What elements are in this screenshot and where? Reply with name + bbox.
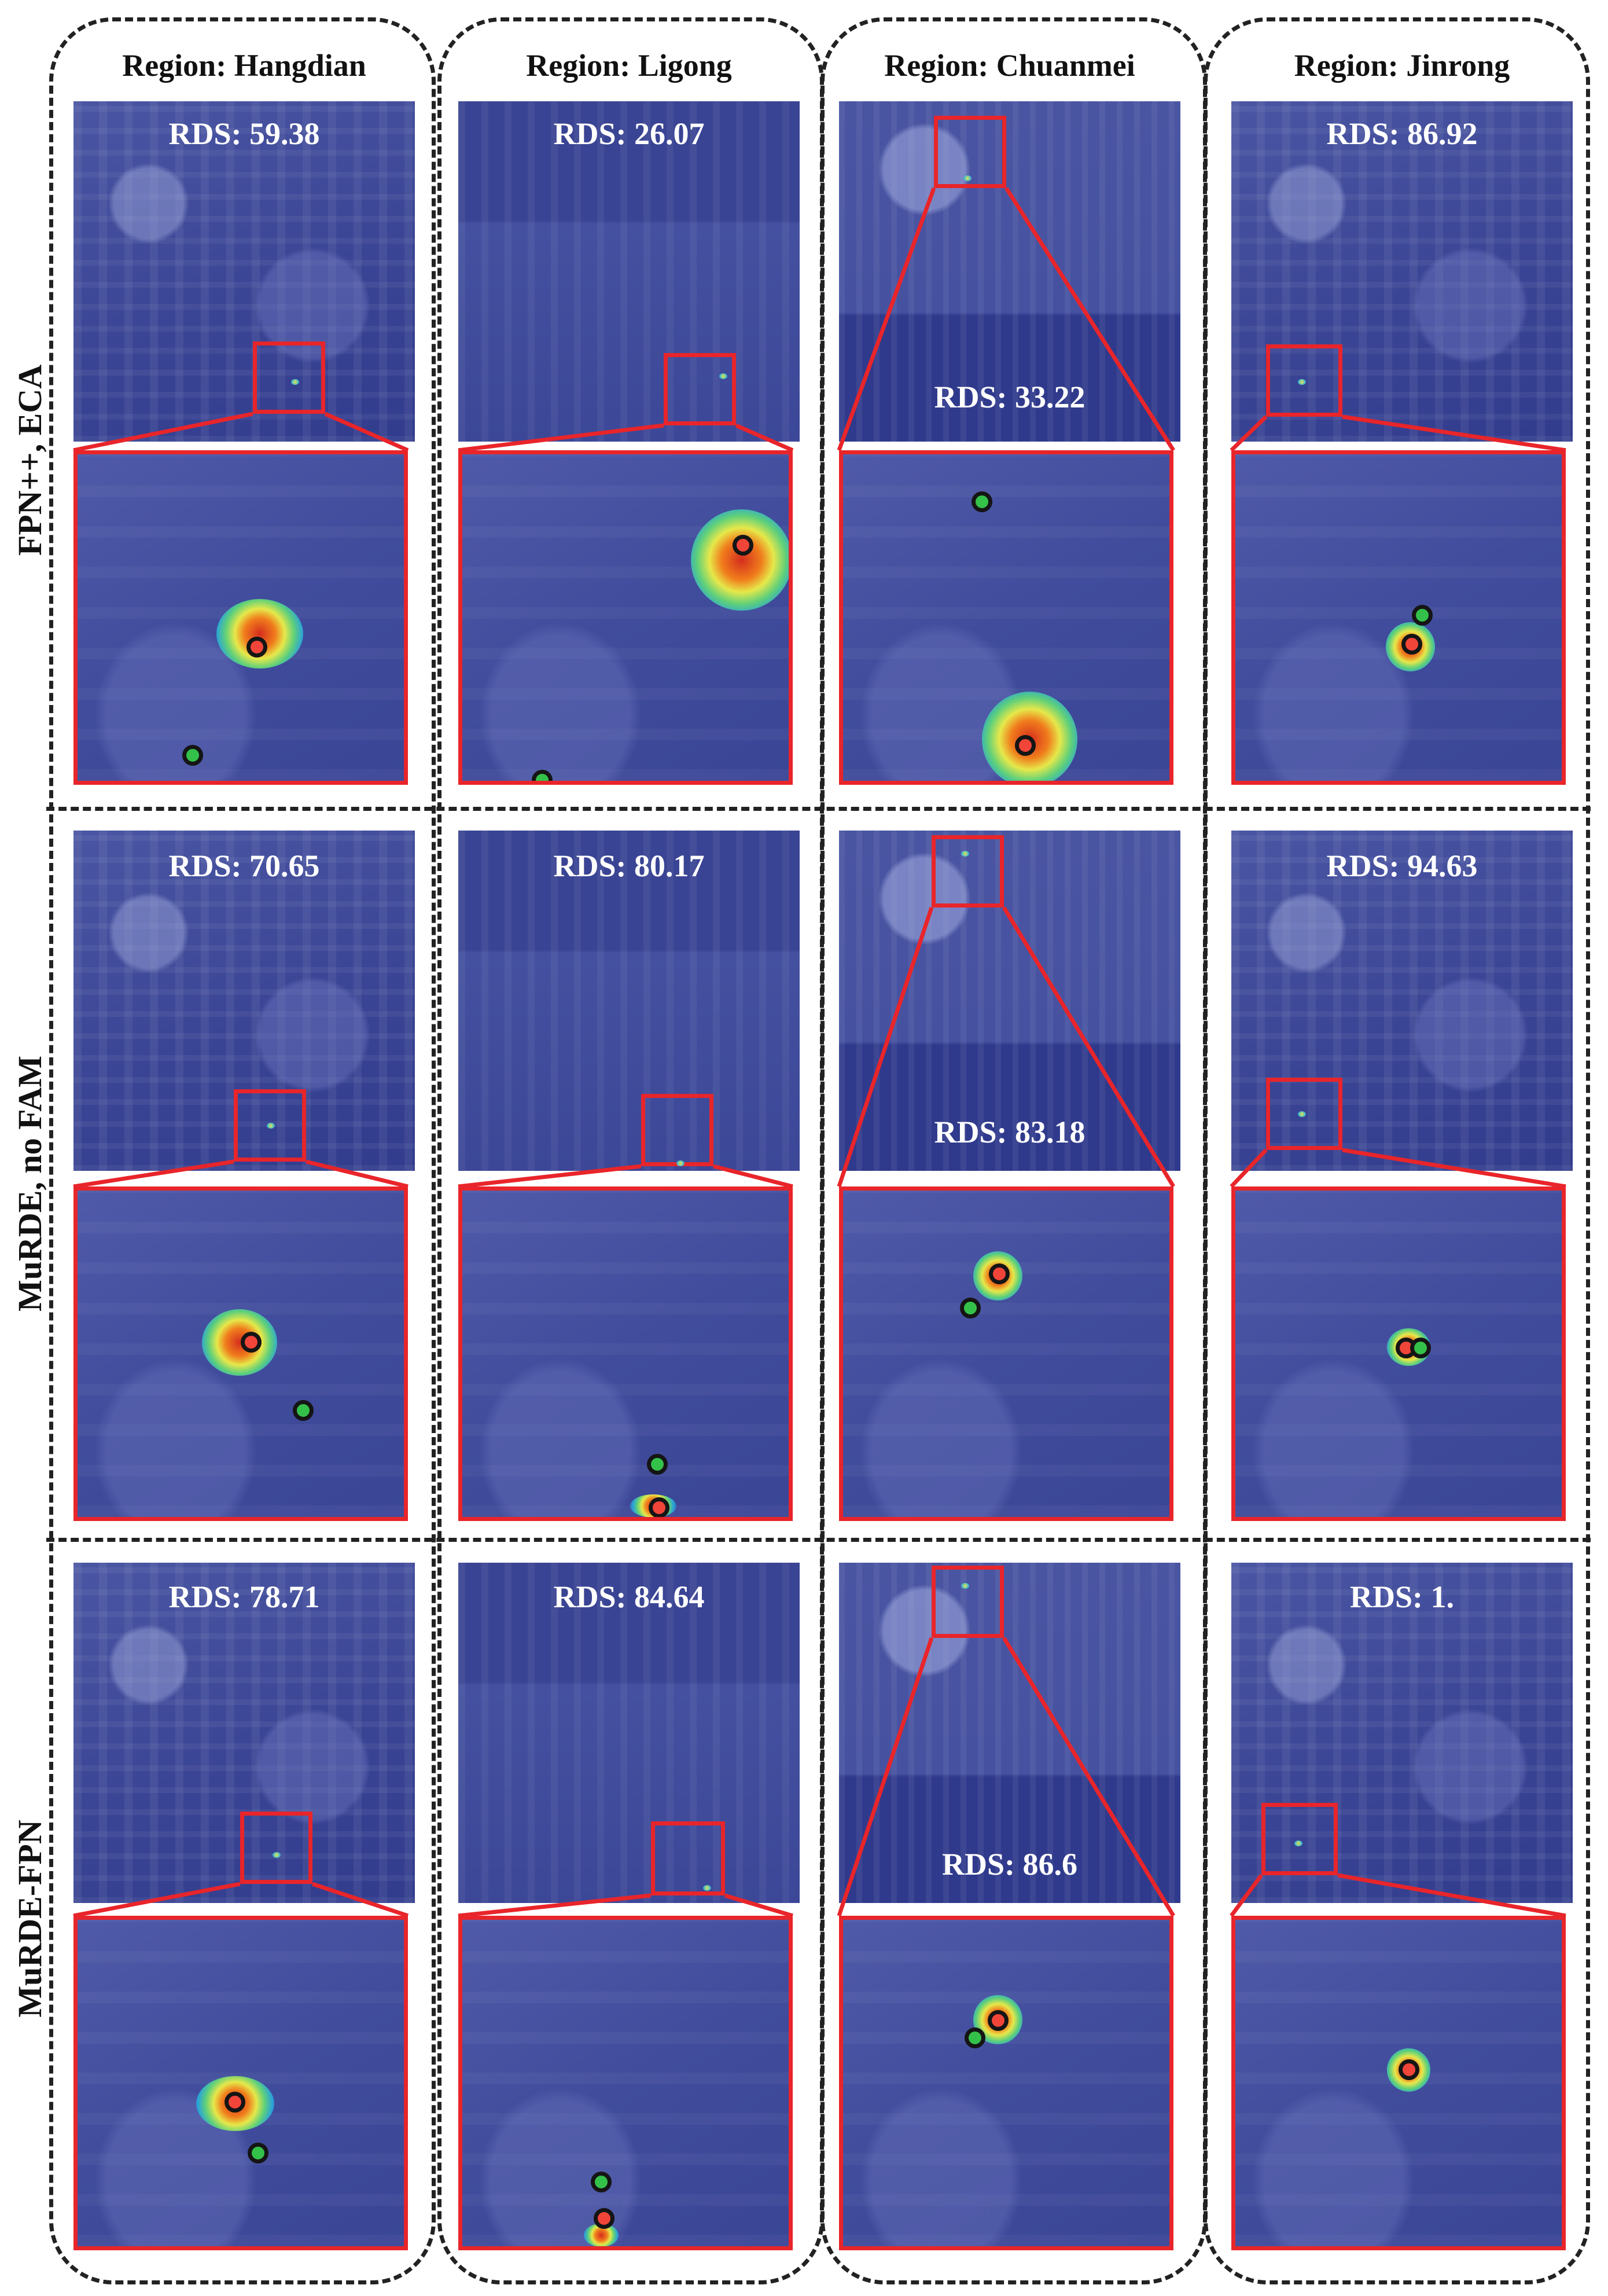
ground-truth-point [1410,1338,1431,1358]
zoom-box-ligong-row1 [664,353,736,425]
zoom-box-hangdian-row1 [253,341,325,414]
row-separator-2 [46,1538,1591,1542]
row-label-murde-fpn: MuRDE-FPN [11,1820,49,2018]
heatmap-mini-hangdian-row2 [267,1123,275,1129]
prediction-point [649,1497,669,1517]
zoom-box-jinrong-row3 [1261,1803,1338,1875]
rds-score-hangdian-row1: RDS: 59.38 [168,116,320,151]
zoom-box-hangdian-row3 [240,1812,312,1884]
overview-image-ligong-row3 [458,1563,800,1903]
rds-score-hangdian-row2: RDS: 70.65 [168,848,320,883]
column-frame-jinrong [1204,17,1590,2284]
ground-truth-point [248,2143,268,2163]
column-title-ligong: Region: Ligong [526,48,732,83]
overview-image-jinrong-row1 [1231,101,1573,442]
zoom-box-hangdian-row2 [234,1089,306,1162]
overview-image-hangdian-row1 [73,101,415,442]
zoom-image-hangdian-row1 [73,450,408,785]
heatmap-mini-ligong-row3 [703,1885,711,1891]
zoom-image-jinrong-row2 [1231,1186,1566,1521]
prediction-point [1399,2059,1419,2080]
overview-image-hangdian-row2 [73,831,415,1171]
prediction-point [1015,735,1036,756]
heatmap-mini-hangdian-row3 [273,1852,281,1858]
rds-score-chuanmei-row1: RDS: 33.22 [934,380,1086,414]
zoom-box-chuanmei-row1 [934,116,1006,188]
zoom-image-ligong-row1 [458,450,793,785]
overview-image-ligong-row2 [458,831,800,1171]
prediction-point [594,2208,615,2229]
heatmap-mini-jinrong-row2 [1298,1111,1306,1117]
heatmap-mini-ligong-row2 [676,1160,685,1166]
heatmap-mini-jinrong-row1 [1298,379,1306,385]
rds-score-hangdian-row3: RDS: 78.71 [168,1579,320,1614]
rds-score-jinrong-row3: RDS: 1. [1349,1579,1454,1614]
zoom-image-hangdian-row2 [73,1186,408,1521]
zoom-image-hangdian-row3 [73,1916,408,2250]
row-label-fpn-eca: FPN++, ECA [11,364,49,556]
zoom-image-jinrong-row1 [1231,450,1566,785]
ground-truth-point [591,2172,612,2192]
overview-image-ligong-row1 [458,101,800,442]
zoom-image-chuanmei-row1 [839,450,1173,785]
rds-score-jinrong-row1: RDS: 86.92 [1326,116,1478,151]
ground-truth-point [647,1454,668,1475]
rds-score-chuanmei-row3: RDS: 86.6 [941,1847,1077,1882]
heatmap-mini-ligong-row1 [719,373,727,379]
column-title-jinrong: Region: Jinrong [1294,48,1510,83]
zoom-image-chuanmei-row3 [839,1916,1173,2250]
column-title-chuanmei: Region: Chuanmei [884,48,1135,83]
ground-truth-point [972,491,992,512]
heatmap-mini-chuanmei-row1 [963,175,972,181]
rds-score-ligong-row2: RDS: 80.17 [553,848,705,883]
row-separator-1 [46,807,1591,811]
ground-truth-point [1412,605,1433,626]
prediction-point [241,1332,262,1353]
rds-score-ligong-row3: RDS: 84.64 [553,1579,705,1614]
ground-truth-point [182,745,203,766]
heatmap-blob [216,599,303,668]
zoom-image-chuanmei-row2 [839,1186,1173,1521]
zoom-box-ligong-row2 [641,1094,713,1166]
heatmap-mini-chuanmei-row2 [961,851,969,857]
prediction-point [733,535,753,556]
overview-image-jinrong-row2 [1231,831,1573,1171]
ground-truth-point [532,770,553,781]
heatmap-blob [202,1309,277,1376]
rds-score-jinrong-row2: RDS: 94.63 [1326,848,1478,883]
zoom-image-ligong-row3 [458,1916,793,2250]
rds-score-ligong-row1: RDS: 26.07 [553,116,705,151]
heatmap-mini-chuanmei-row3 [961,1583,969,1589]
overview-image-jinrong-row3 [1231,1563,1573,1903]
prediction-point [246,637,267,657]
prediction-point [225,2092,245,2113]
row-label-murde-no-fam: MuRDE, no FAM [11,1056,49,1312]
column-title-hangdian: Region: Hangdian [122,48,366,83]
heatmap-mini-jinrong-row3 [1294,1841,1302,1846]
zoom-box-ligong-row3 [651,1821,725,1895]
ground-truth-point [960,1298,981,1318]
rds-score-chuanmei-row2: RDS: 83.18 [934,1115,1086,1149]
zoom-box-chuanmei-row2 [932,835,1004,908]
overview-image-hangdian-row3 [73,1563,415,1903]
prediction-point [989,1263,1010,1284]
zoom-box-jinrong-row2 [1266,1078,1342,1150]
ground-truth-point [965,2027,985,2048]
zoom-image-jinrong-row3 [1231,1916,1566,2250]
heatmap-mini-hangdian-row1 [291,379,299,385]
prediction-point [1401,634,1422,655]
column-frame-hangdian [49,17,436,2284]
prediction-point [988,2010,1009,2031]
ground-truth-point [293,1400,314,1421]
heatmap-blob [691,509,789,611]
zoom-box-jinrong-row1 [1266,344,1342,417]
zoom-image-ligong-row2 [458,1186,793,1521]
zoom-box-chuanmei-row3 [932,1566,1004,1638]
